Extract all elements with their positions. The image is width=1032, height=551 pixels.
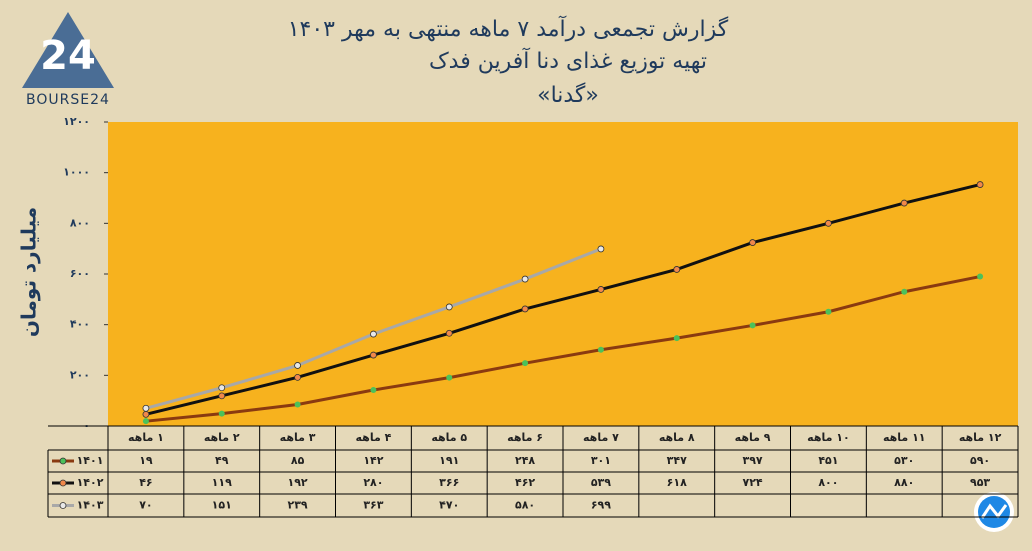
table-cell: ۲۳۹ <box>288 499 308 512</box>
data-point <box>370 330 377 338</box>
data-point <box>597 245 605 253</box>
table-cell: ۴۹ <box>215 454 229 467</box>
data-point <box>825 308 832 315</box>
x-tick-label: ۱۰ ماهه <box>807 431 850 444</box>
table-cell: ۳۶۳ <box>363 499 383 512</box>
table-cell: ۶۱۸ <box>667 476 687 489</box>
corner-icon <box>974 492 1014 532</box>
data-point <box>901 288 908 295</box>
table-cell: ۳۰۱ <box>591 454 611 467</box>
data-point <box>445 303 453 311</box>
data-point <box>370 351 377 359</box>
x-tick-label: ۱۲ ماهه <box>959 431 1002 444</box>
table-cell: ۲۴۸ <box>515 454 535 467</box>
table-cell: ۱۴۲ <box>363 454 383 467</box>
data-point <box>976 181 984 188</box>
table-cell: ۵۳۹ <box>591 476 611 489</box>
data-point <box>142 404 150 412</box>
table-cell: ۴۷۰ <box>439 499 459 512</box>
x-tick-label: ۸ ماهه <box>659 431 695 444</box>
legend-marker <box>59 502 67 509</box>
table-cell: ۷۰ <box>139 499 152 512</box>
table-cell: ۱۹۱ <box>439 454 459 467</box>
data-point <box>294 401 301 408</box>
table-cell: ۸۸۰ <box>894 476 914 489</box>
table-cell: ۱۵۱ <box>212 499 232 512</box>
legend-marker <box>59 479 67 487</box>
table-cell: ۴۶۲ <box>515 476 535 489</box>
data-point <box>445 329 453 337</box>
x-tick-label: ۴ ماهه <box>356 431 392 444</box>
x-tick-label: ۵ ماهه <box>431 431 467 444</box>
y-tick-label: ۱۲۰۰ <box>63 115 90 128</box>
table-cell: ۸۵ <box>291 454 305 467</box>
data-point <box>673 335 680 342</box>
series-line <box>145 183 981 416</box>
data-point <box>294 373 301 381</box>
data-point <box>370 387 377 394</box>
table-cell: ۵۸۰ <box>515 499 535 512</box>
data-point <box>142 410 150 418</box>
chart-subtitle: تهیه توزیع غذای دنا آفرین فدک <box>429 47 707 74</box>
data-point <box>218 392 226 400</box>
table-cell: ۳۴۷ <box>667 454 687 467</box>
x-tick-label: ۶ ماهه <box>507 431 543 444</box>
table-cell: ۹۵۳ <box>970 476 990 489</box>
table-cell: ۵۳۰ <box>894 454 914 467</box>
data-point <box>825 219 832 227</box>
table-cell: ۱۹ <box>139 454 153 467</box>
data-point <box>597 286 605 293</box>
table-cell: ۴۶ <box>139 476 152 489</box>
table-cell: ۳۹۷ <box>743 454 763 467</box>
data-point <box>218 384 226 392</box>
x-tick-label: ۳ ماهه <box>280 431 316 444</box>
data-point <box>673 266 681 273</box>
data-point <box>749 239 756 246</box>
data-point <box>597 346 604 353</box>
svg-text:24: 24 <box>40 33 96 79</box>
table-cell: ۴۵۱ <box>818 454 838 467</box>
x-tick-label: ۱ ماهه <box>128 431 164 444</box>
table-cell: ۱۹۲ <box>288 476 308 489</box>
table-cell: ۱۱۹ <box>212 476 232 489</box>
legend-label: ۱۴۰۳ <box>77 499 104 512</box>
table-cell: ۳۶۶ <box>439 476 459 489</box>
data-point <box>522 360 529 367</box>
data-point <box>218 410 225 417</box>
y-tick-label: ۶۰۰ <box>70 267 90 280</box>
x-tick-label: ۹ ماهه <box>735 431 771 444</box>
data-point <box>977 273 984 280</box>
table-cell: ۵۹۰ <box>970 454 990 467</box>
y-tick-label: ۲۰۰ <box>70 368 90 381</box>
table-cell: ۶۹۹ <box>591 499 611 512</box>
data-point <box>749 322 756 329</box>
legend-marker <box>59 457 67 465</box>
series-line <box>145 275 981 423</box>
data-point <box>900 199 908 207</box>
y-tick-label: ۴۰۰ <box>70 318 90 331</box>
chart-title: گزارش تجمعی درآمد ۷ ماهه منتهی به مهر ۱۴… <box>288 15 729 42</box>
y-tick-label: ۸۰۰ <box>70 216 90 229</box>
data-point <box>521 305 529 313</box>
table-cell: ۸۰۰ <box>818 476 838 489</box>
legend-label: ۱۴۰۱ <box>77 454 104 467</box>
table-cell: ۲۸۰ <box>363 476 383 489</box>
data-point <box>446 374 453 381</box>
table-cell: ۷۲۴ <box>743 476 763 489</box>
y-axis-label: میلیارد تومان <box>17 207 41 337</box>
data-point <box>294 362 301 369</box>
data-point <box>142 418 149 425</box>
logo-text: BOURSE24 <box>26 92 110 108</box>
x-tick-label: ۱۱ ماهه <box>883 431 926 444</box>
chart-subtitle: «گدنا» <box>537 82 599 108</box>
x-tick-label: ۲ ماهه <box>204 431 240 444</box>
legend-label: ۱۴۰۲ <box>77 476 104 489</box>
data-point <box>521 275 529 283</box>
x-tick-label: ۷ ماهه <box>583 431 619 444</box>
y-tick-label: ۱۰۰۰ <box>63 166 90 179</box>
logo: 24 BOURSE24 <box>22 12 114 108</box>
